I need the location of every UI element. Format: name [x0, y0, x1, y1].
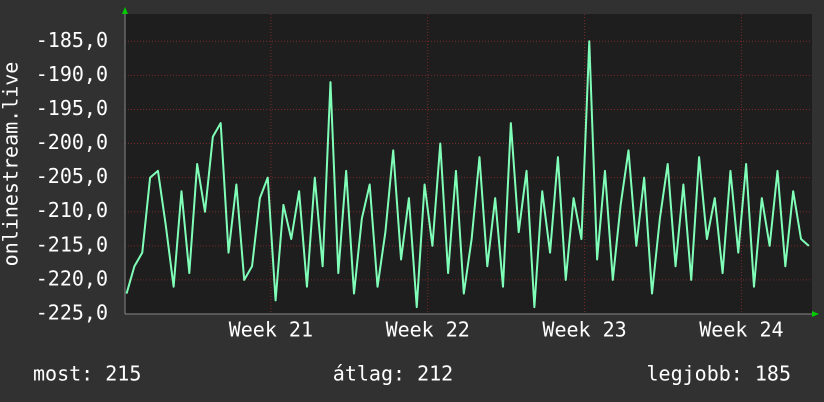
x-tick-label: Week 21	[229, 318, 313, 342]
plot-area	[125, 14, 812, 314]
x-tick-label: Week 23	[542, 318, 626, 342]
stat-best: legjobb: 185	[647, 362, 792, 386]
y-tick-label: -190,0	[36, 62, 108, 86]
y-tick-label: -215,0	[36, 232, 108, 256]
stat-current: most: 215	[33, 362, 141, 386]
data-line	[125, 40, 810, 309]
y-tick-label: -200,0	[36, 130, 108, 154]
y-axis-label: onlinestream.live	[0, 62, 23, 267]
y-axis-arrow	[122, 7, 128, 14]
x-tick-label: Week 22	[386, 318, 470, 342]
y-tick-label: -195,0	[36, 96, 108, 120]
y-tick-label: -220,0	[36, 266, 108, 290]
x-tick-label: Week 24	[699, 318, 783, 342]
x-axis-arrow	[812, 311, 819, 317]
stat-average: átlag: 212	[333, 362, 453, 386]
y-tick-label: -185,0	[36, 28, 108, 52]
y-tick-label: -205,0	[36, 164, 108, 188]
y-tick-label: -225,0	[36, 301, 108, 325]
y-tick-label: -210,0	[36, 198, 108, 222]
